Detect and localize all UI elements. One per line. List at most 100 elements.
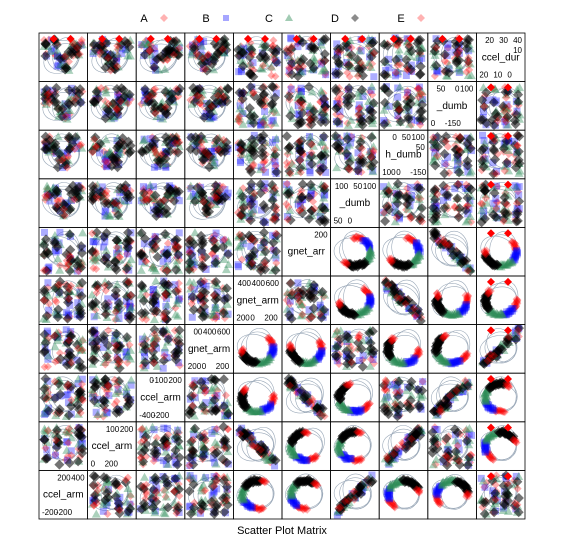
data-point bbox=[98, 334, 109, 345]
data-point bbox=[317, 350, 325, 358]
data-point bbox=[367, 296, 375, 304]
data-point bbox=[359, 237, 367, 245]
data-point bbox=[125, 146, 136, 157]
data-point bbox=[394, 84, 402, 92]
panel-points bbox=[233, 178, 281, 228]
data-point bbox=[297, 103, 306, 112]
data-point bbox=[165, 146, 176, 157]
data-point bbox=[404, 89, 412, 97]
data-point bbox=[39, 314, 49, 323]
data-point bbox=[142, 315, 151, 324]
legend-label: A bbox=[140, 13, 148, 25]
data-point bbox=[75, 141, 84, 150]
data-point bbox=[407, 359, 415, 367]
data-point bbox=[268, 337, 277, 346]
data-point bbox=[101, 85, 111, 94]
data-point bbox=[392, 293, 401, 302]
data-point bbox=[358, 355, 367, 364]
panel-points bbox=[233, 81, 281, 130]
tick-label: -150 bbox=[445, 119, 462, 128]
data-point bbox=[248, 209, 257, 218]
data-point bbox=[173, 311, 183, 320]
data-point bbox=[448, 309, 458, 318]
data-point bbox=[163, 279, 174, 290]
data-point bbox=[439, 49, 450, 60]
data-point bbox=[315, 339, 324, 348]
data-point bbox=[145, 37, 153, 45]
data-point bbox=[237, 346, 246, 355]
data-point bbox=[70, 132, 81, 143]
data-point bbox=[415, 84, 424, 93]
data-point bbox=[282, 46, 292, 57]
data-point bbox=[246, 166, 257, 177]
data-point bbox=[515, 191, 523, 199]
data-point bbox=[88, 148, 97, 157]
data-point bbox=[87, 181, 98, 192]
data-point bbox=[50, 230, 60, 239]
data-point bbox=[101, 135, 111, 144]
data-point bbox=[316, 342, 325, 351]
data-point bbox=[319, 193, 329, 202]
data-point bbox=[41, 228, 49, 236]
data-point bbox=[116, 357, 125, 366]
data-point bbox=[434, 292, 443, 301]
panel-r3-c3 bbox=[135, 129, 186, 180]
data-point bbox=[234, 111, 244, 120]
data-point bbox=[410, 354, 418, 362]
data-point bbox=[152, 148, 162, 157]
panel-r5-c4 bbox=[184, 226, 234, 277]
data-point bbox=[503, 200, 512, 209]
data-point bbox=[257, 120, 265, 128]
data-point bbox=[286, 58, 297, 69]
data-point bbox=[73, 267, 81, 275]
data-point bbox=[269, 116, 277, 124]
data-point bbox=[395, 82, 405, 91]
data-point bbox=[119, 91, 130, 102]
data-point bbox=[356, 84, 367, 95]
data-point bbox=[208, 147, 216, 155]
data-point bbox=[514, 324, 525, 334]
data-point bbox=[447, 359, 455, 367]
data-point bbox=[246, 155, 256, 164]
data-point bbox=[343, 337, 351, 345]
data-point bbox=[101, 156, 109, 164]
data-point bbox=[64, 390, 72, 398]
data-point bbox=[237, 255, 246, 264]
data-point bbox=[347, 133, 355, 141]
data-point bbox=[352, 232, 361, 241]
data-point bbox=[330, 350, 341, 361]
data-point bbox=[127, 381, 135, 389]
data-point bbox=[369, 146, 378, 155]
data-point bbox=[407, 183, 415, 191]
data-point bbox=[99, 198, 110, 209]
data-point bbox=[310, 204, 319, 213]
data-point bbox=[336, 112, 345, 121]
data-point bbox=[92, 142, 101, 151]
data-point bbox=[492, 309, 502, 318]
data-point bbox=[192, 137, 203, 148]
legend-entry-b: B bbox=[202, 13, 229, 25]
panel-points bbox=[428, 227, 476, 276]
panel-r4-c6 bbox=[281, 178, 331, 228]
data-point bbox=[111, 315, 120, 324]
data-point bbox=[512, 84, 522, 93]
panel-points bbox=[40, 131, 87, 173]
data-point bbox=[287, 159, 296, 168]
data-point bbox=[162, 136, 173, 147]
data-point bbox=[212, 229, 220, 237]
data-point bbox=[297, 186, 306, 195]
data-point bbox=[297, 310, 307, 319]
data-point bbox=[480, 107, 488, 115]
data-point bbox=[98, 34, 107, 43]
data-point bbox=[73, 145, 81, 153]
data-point bbox=[161, 349, 169, 357]
data-point bbox=[268, 343, 276, 351]
data-point bbox=[367, 86, 375, 94]
data-point bbox=[442, 331, 451, 340]
data-point bbox=[53, 52, 61, 60]
data-point bbox=[101, 88, 111, 97]
data-point bbox=[249, 245, 260, 256]
data-point bbox=[52, 162, 63, 173]
data-point bbox=[411, 253, 421, 262]
